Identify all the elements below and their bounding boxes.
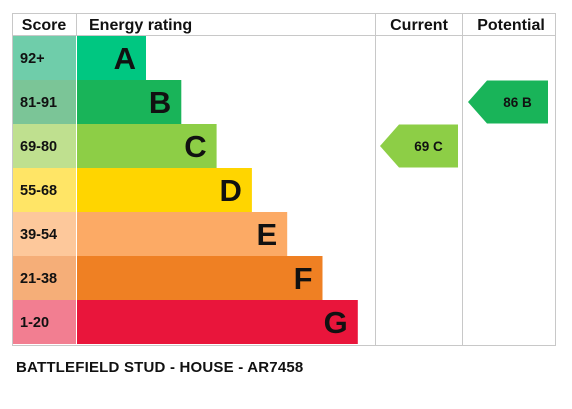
score-range-label-c: 69-80 [20, 139, 57, 155]
band-bar-g [77, 300, 358, 344]
band-bar-d [77, 168, 252, 212]
band-letter-e: E [257, 217, 278, 252]
score-range-cell-e [13, 212, 76, 256]
chart-headers: Score Energy rating Current Potential [22, 17, 545, 34]
potential-rating-label: 86 B [503, 95, 532, 110]
potential-header: Potential [477, 17, 545, 34]
score-range-label-b: 81-91 [20, 95, 57, 111]
score-range-cell-c [13, 124, 76, 168]
band-letter-d: D [220, 173, 242, 208]
band-letter-c: C [184, 129, 206, 164]
band-bar-a [77, 36, 146, 80]
band-letter-g: G [324, 305, 348, 340]
current-rating-label: 69 C [414, 139, 443, 154]
rating-indicators: 69 C 86 B [380, 80, 548, 168]
band-letter-b: B [149, 85, 171, 120]
current-header: Current [390, 17, 448, 34]
score-range-cell-a [13, 36, 76, 80]
band-bar-e [77, 212, 288, 256]
band-bar-c [77, 124, 217, 168]
score-range-label-a: 92+ [20, 51, 45, 67]
score-range-cell-f [13, 256, 76, 300]
chart-border [12, 13, 556, 346]
band-letter-f: F [294, 261, 313, 296]
score-range-cell-g [13, 300, 76, 344]
score-range-label-f: 21-38 [20, 271, 57, 287]
band-bar-b [77, 80, 182, 124]
score-range-cell-b [13, 80, 76, 124]
score-range-label-e: 39-54 [20, 227, 57, 243]
score-range-label-g: 1-20 [20, 315, 49, 331]
score-header: Score [22, 17, 67, 34]
property-reference: BATTLEFIELD STUD - HOUSE - AR7458 [16, 359, 304, 376]
chart-grid [12, 13, 556, 346]
score-range-cell-d [13, 168, 76, 212]
epc-chart: Score Energy rating Current Potential 92… [12, 13, 556, 346]
score-range-label-d: 55-68 [20, 183, 57, 199]
current-rating-arrow [380, 124, 458, 168]
band-letter-a: A [114, 41, 136, 76]
rating-bands: 92+ A 81-91 B 69-80 C 55-68 D 39-54 E 21-38 F 1-20 G [13, 36, 358, 344]
energy-rating-header: Energy rating [89, 17, 192, 34]
potential-rating-arrow [468, 80, 548, 124]
band-bar-f [77, 256, 323, 300]
